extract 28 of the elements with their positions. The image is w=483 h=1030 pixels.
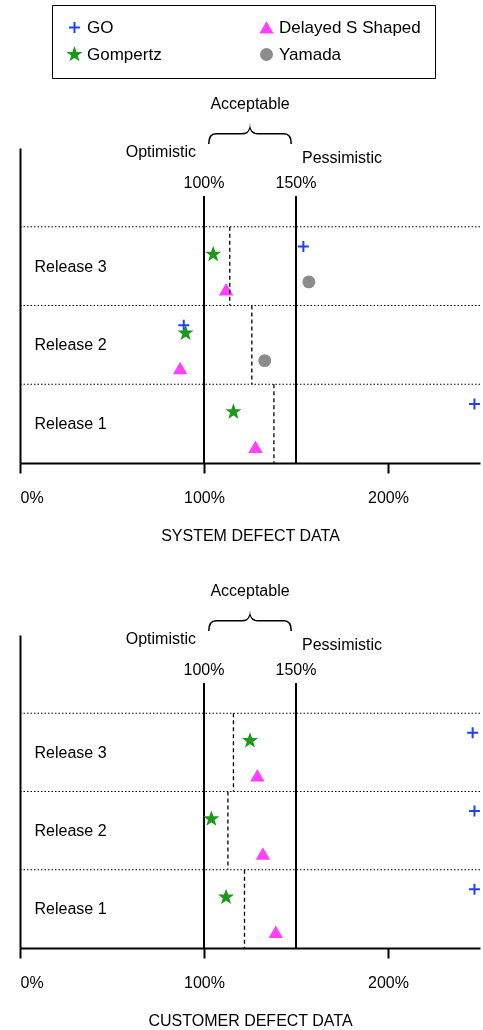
y-tick-label: Release 3 [34, 743, 107, 761]
ref-line-label: 100% [183, 661, 225, 678]
text: Acceptable [210, 582, 290, 599]
legend-label: Delayed S Shaped [279, 17, 421, 37]
y-tick-label: Release 2 [34, 822, 107, 840]
y-tick-label: Release 1 [34, 900, 107, 918]
text: Pessimistic [302, 149, 383, 166]
x-tick-label: 200% [368, 488, 409, 506]
y-tick-label: Release 1 [34, 415, 107, 433]
x-tick-label: 0% [20, 488, 44, 506]
text: Acceptable [210, 95, 290, 112]
x-axis-title: SYSTEM DEFECT DATA [161, 526, 341, 544]
x-tick-label: 0% [20, 973, 44, 991]
legend-label: GO [87, 17, 114, 37]
text: Optimistic [125, 630, 196, 647]
text: Pessimistic [302, 636, 383, 653]
legend-label: Yamada [279, 44, 342, 64]
ref-line-label: 150% [275, 174, 317, 191]
legend-label: Gompertz [87, 44, 162, 64]
x-axis-title: CUSTOMER DEFECT DATA [148, 1011, 353, 1029]
y-tick-label: Release 2 [34, 336, 107, 354]
ref-line-label: 100% [183, 174, 225, 191]
x-tick-label: 100% [184, 973, 225, 991]
text: Optimistic [125, 143, 196, 160]
ref-line-label: 150% [275, 661, 317, 678]
x-tick-label: 200% [368, 973, 409, 991]
y-tick-label: Release 3 [34, 257, 107, 275]
x-tick-label: 100% [184, 488, 225, 506]
